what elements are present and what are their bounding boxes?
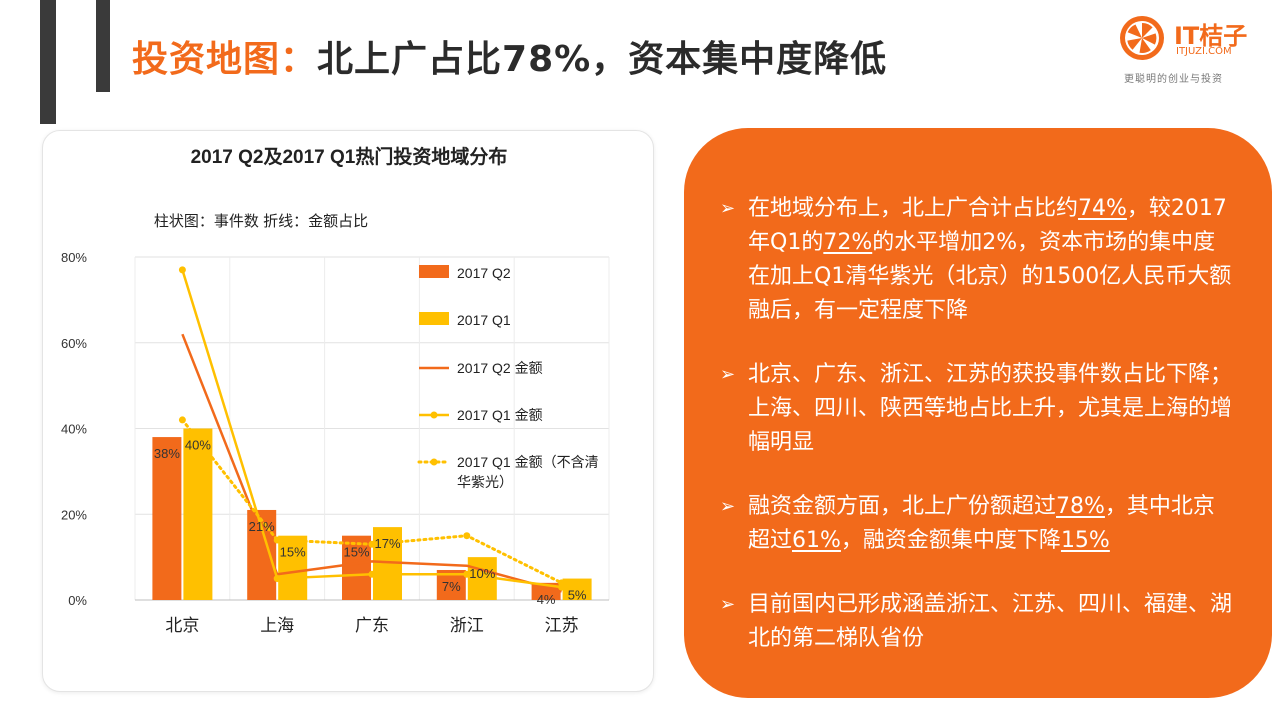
y-tick-label: 60% [61,336,87,351]
legend-marker [430,458,438,466]
line-point [368,540,376,548]
bullet-item: ➢ 融资金额方面，北上广份额超过78%，其中北京超过61%，融资金额集中度下降15… [720,490,1232,558]
bullet-arrow-icon: ➢ [720,198,736,219]
logo-name: IT桔子 [1174,22,1248,50]
highlight-value: 78% [1056,494,1105,519]
slide-title: 投资地图：北上广占比78%，资本集中度降低 [132,30,887,82]
line-point [463,532,471,540]
line-point [273,575,281,583]
logo-url: ITJUZI.COM [1176,46,1232,57]
data-label: 21% [249,519,275,534]
data-label: 5% [568,588,587,603]
data-label: 38% [154,446,180,461]
bullet-text: 目前国内已形成涵盖浙江、江苏、四川、福建、湖北的第二梯队省份 [748,588,1232,656]
bullet-item: ➢ 目前国内已形成涵盖浙江、江苏、四川、福建、湖北的第二梯队省份 [720,588,1232,656]
bar [152,437,182,600]
bullet-text: 北京、广东、浙江、江苏的获投事件数占比下降；上海、四川、陕西等地占比上升，尤其是… [748,358,1232,460]
bullet-arrow-icon: ➢ [720,594,736,615]
bullet-text-run: ，融资金额集中度下降 [840,528,1061,553]
chart-panel: 2017 Q2及2017 Q1热门投资地域分布柱状图：事件数 折线：金额占比 0%… [42,130,654,692]
bullet-arrow-icon: ➢ [720,496,736,517]
x-tick-label: 北京 [165,616,199,635]
bullet-text-run: 在地域分布上，北上广合计占比约 [748,196,1079,221]
data-label: 4% [537,592,556,607]
highlight-value: 15% [1060,528,1110,553]
bar [562,578,592,600]
legend-label: 2017 Q1 金额（不含清 [457,454,599,470]
highlight-value: 72% [823,230,873,255]
legend-label: 2017 Q1 金额 [457,407,543,423]
legend-swatch [419,265,449,278]
legend-swatch [419,312,449,325]
legend-marker [430,411,438,419]
chart-subtitle: 柱状图：事件数 折线：金额占比 [154,213,368,230]
bullet-text-run: 目前国内已形成涵盖浙江、江苏、四川、福建、湖北的第二梯队省份 [748,592,1233,651]
bullet-item: ➢ 北京、广东、浙江、江苏的获投事件数占比下降；上海、四川、陕西等地占比上升，尤其… [720,358,1232,460]
line-point [178,416,186,424]
data-label: 10% [469,566,495,581]
y-tick-label: 0% [68,593,87,608]
logo: IT桔子 ITJUZI.COM 更聪明的创业与投资 [1118,12,1268,92]
x-tick-label: 广东 [355,616,389,635]
y-tick-label: 80% [61,250,87,265]
x-tick-label: 浙江 [450,616,484,635]
data-label: 7% [442,579,461,594]
line-point [463,570,471,578]
bullet-item: ➢ 在地域分布上，北上广合计占比约74%，较2017年Q1的72%的水平增加2%，… [720,192,1232,328]
bullet-text: 在地域分布上，北上广合计占比约74%，较2017年Q1的72%的水平增加2%，资… [748,192,1232,328]
line-series [180,418,564,585]
slide-title-accent: 投资地图： [132,39,318,80]
legend-label: 2017 Q2 金额 [457,360,543,376]
decorative-bar [40,0,56,124]
y-tick-label: 40% [61,422,87,437]
bar [183,428,213,600]
line-series [181,333,562,593]
line-point [558,579,566,587]
logo-slogan: 更聪明的创业与投资 [1124,74,1223,85]
line-point [273,536,281,544]
bullet-text-run: 北京、广东、浙江、江苏的获投事件数占比下降；上海、四川、陕西等地占比上升，尤其是… [748,362,1233,455]
legend-label: 2017 Q2 [457,265,511,281]
highlight-value: 61% [792,528,841,553]
chart-title: 2017 Q2及2017 Q1热门投资地域分布 [191,145,508,168]
bullet-text: 融资金额方面，北上广份额超过78%，其中北京超过61%，融资金额集中度下降15% [748,490,1232,558]
decorative-bar [96,0,110,92]
x-tick-label: 上海 [260,616,294,635]
line-point [368,570,376,578]
bar [278,535,308,600]
bar [342,535,371,600]
highlight-value: 74% [1078,196,1127,221]
bullet-arrow-icon: ➢ [720,364,736,385]
data-label: 15% [343,545,369,560]
bullet-list: ➢ 在地域分布上，北上广合计占比约74%，较2017年Q1的72%的水平增加2%，… [720,192,1232,656]
slide-title-rest: 北上广占比78%，资本集中度降低 [317,39,888,80]
y-tick-label: 20% [61,507,87,522]
legend-label: 2017 Q1 [457,312,511,328]
bullet-text-run: 融资金额方面，北上广份额超过 [748,494,1057,519]
legend-label: 华紫光） [457,474,513,490]
data-label: 40% [185,438,211,453]
data-label: 15% [280,545,306,560]
bullet-text-run: 的水平增加2%，资本市场的集中度在加上Q1清华紫光（北京）的1500亿人民币大额… [748,230,1232,323]
info-panel: ➢ 在地域分布上，北上广合计占比约74%，较2017年Q1的72%的水平增加2%，… [684,128,1272,698]
bullet-text-run: ，较2017年Q1的 [748,196,1227,255]
data-label: 17% [374,536,400,551]
line-point [178,266,186,274]
orange-slice-icon [1120,16,1164,60]
x-tick-label: 江苏 [545,616,579,635]
bullet-text-run: ，其中北京超过 [748,494,1215,553]
